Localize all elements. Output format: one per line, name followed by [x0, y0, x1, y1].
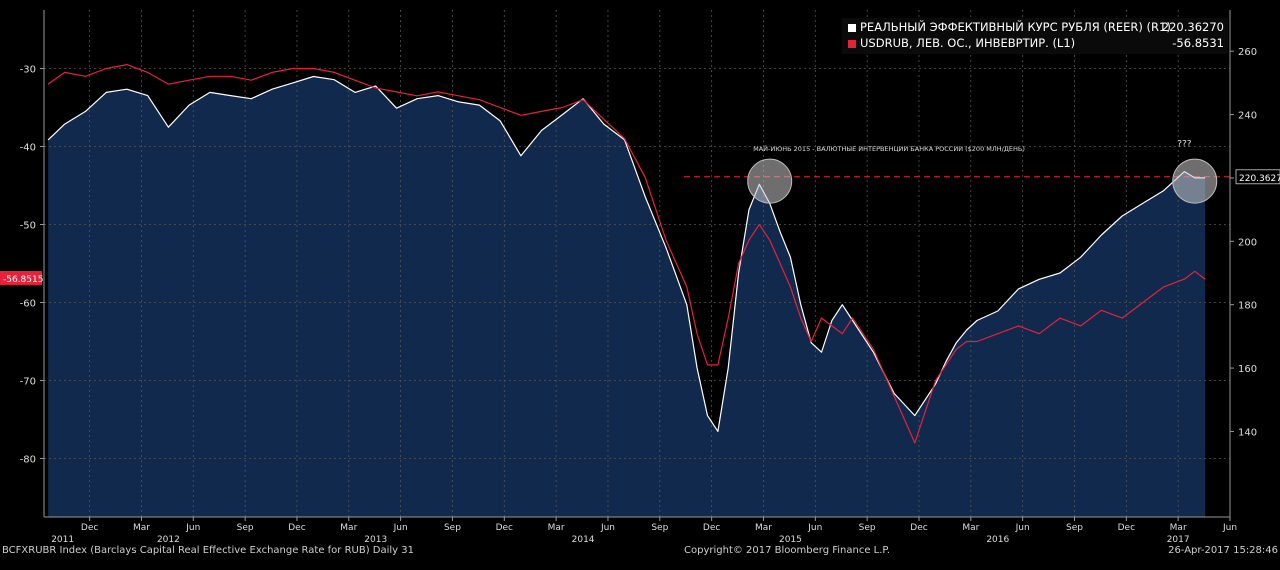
right-tick-label: 140	[1238, 427, 1257, 438]
right-tick-label: 240	[1238, 111, 1257, 122]
legend-value-usdrub: -56.8531	[1172, 36, 1224, 50]
footer-copyright: Copyright© 2017 Bloomberg Finance L.P.	[684, 545, 891, 556]
footer-timestamp: 26-Apr-2017 15:28:46	[1168, 545, 1278, 556]
x-year-label: 2011	[51, 535, 74, 545]
left-tick-label: -50	[20, 221, 36, 232]
x-tick-label: Mar	[340, 523, 357, 533]
x-tick-label: Jun	[393, 523, 408, 533]
reer-area-fill	[48, 76, 1206, 517]
x-year-label: 2012	[157, 535, 180, 545]
x-tick-label: Mar	[548, 523, 565, 533]
legend-label-usdrub: USDRUB, ЛЕВ. ОС., ИНВЕВРТИР. (L1)	[860, 36, 1076, 50]
x-tick-label: Dec	[1118, 523, 1135, 533]
x-year-label: 2016	[986, 535, 1009, 545]
x-tick-label: Dec	[81, 523, 98, 533]
right-tick-label: 160	[1238, 364, 1257, 375]
footer-index-label: BCFXRUBR Index (Barclays Capital Real Ef…	[2, 545, 415, 556]
reference-value-box	[1235, 169, 1280, 185]
x-year-label: 2017	[1167, 535, 1190, 545]
x-tick-label: Jun	[1222, 523, 1237, 533]
x-tick-label: Sep	[444, 523, 461, 533]
legend-swatch-usdrub	[848, 40, 856, 48]
x-year-label: 2014	[572, 535, 595, 545]
usdrub-line	[47, 63, 1206, 444]
x-tick-label: Sep	[1066, 523, 1083, 533]
left-tick-label: -70	[20, 377, 36, 388]
x-tick-label: Mar	[962, 523, 979, 533]
x-tick-label: Sep	[859, 523, 876, 533]
left-tick-label: -80	[20, 455, 36, 466]
x-tick-label: Sep	[651, 523, 668, 533]
left-marker-label: -56.8515	[3, 275, 43, 285]
legend-label-reer: РЕАЛЬНЫЙ ЭФФЕКТИВНЫЙ КУРС РУБЛЯ (REER) (…	[860, 20, 1171, 34]
annotation-intervention: МАЙ-ИЮНЬ 2015 - ВАЛЮТНЫЕ ИНТЕРВЕНЦИИ БАН…	[753, 144, 1025, 153]
legend-item-usdrub: USDRUB, ЛЕВ. ОС., ИНВЕВРТИР. (L1) -56.85…	[848, 36, 1224, 52]
x-tick-label: Dec	[496, 523, 513, 533]
x-year-label: 2013	[364, 535, 387, 545]
x-tick-label: Mar	[1170, 523, 1187, 533]
legend-item-reer: РЕАЛЬНЫЙ ЭФФЕКТИВНЫЙ КУРС РУБЛЯ (REER) (…	[848, 20, 1224, 36]
x-tick-label: Dec	[910, 523, 927, 533]
left-marker-box	[0, 270, 42, 285]
left-tick-label: -40	[20, 143, 36, 154]
right-tick-label: 260	[1238, 47, 1257, 58]
highlight-circle	[1172, 158, 1218, 204]
reer-line	[47, 75, 1206, 432]
chart-footer: BCFXRUBR Index (Barclays Capital Real Ef…	[0, 545, 1280, 567]
x-tick-label: Mar	[133, 523, 150, 533]
annotation-question: ???	[1177, 139, 1192, 149]
chart-legend: РЕАЛЬНЫЙ ЭФФЕКТИВНЫЙ КУРС РУБЛЯ (REER) (…	[842, 18, 1228, 54]
x-year-label: 2015	[779, 535, 802, 545]
x-tick-label: Jun	[807, 523, 822, 533]
x-tick-label: Dec	[288, 523, 305, 533]
right-tick-label: 200	[1238, 237, 1257, 248]
right-tick-label: 180	[1238, 301, 1257, 312]
x-tick-label: Mar	[755, 523, 772, 533]
x-tick-label: Jun	[1015, 523, 1030, 533]
legend-swatch-reer	[848, 24, 856, 32]
legend-value-reer: 220.36270	[1161, 20, 1224, 34]
left-tick-label: -60	[20, 299, 36, 310]
reference-value-label: 220.36270	[1239, 174, 1280, 184]
x-tick-label: Dec	[703, 523, 720, 533]
x-tick-label: Sep	[237, 523, 254, 533]
highlight-circle	[747, 158, 793, 204]
left-tick-label: -30	[20, 65, 36, 76]
x-tick-label: Jun	[600, 523, 615, 533]
x-tick-label: Jun	[185, 523, 200, 533]
